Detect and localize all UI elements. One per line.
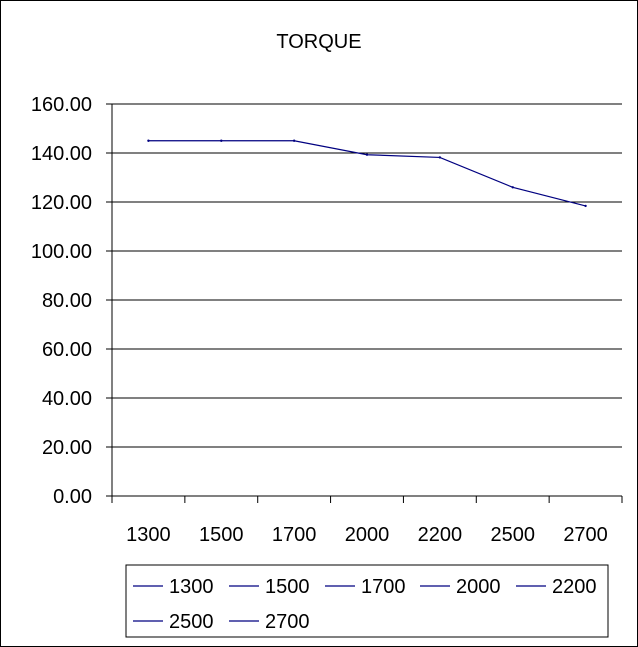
x-tick-label: 2000 [345, 524, 390, 546]
series-line [148, 140, 586, 207]
data-point [147, 139, 150, 142]
x-tick-label: 2700 [563, 524, 608, 546]
data-point [292, 139, 296, 142]
x-axis-ticks: 1300 1500 1700 2000 2200 2500 2700 [111, 496, 623, 546]
gridlines [112, 103, 622, 448]
data-point [365, 153, 369, 156]
x-tick-label: 1300 [126, 524, 171, 546]
legend-box [125, 564, 609, 638]
legend-label: 2700 [265, 611, 310, 633]
y-tick-label: 80.00 [42, 290, 92, 312]
data-point [438, 156, 442, 159]
x-tick-label: 1700 [272, 524, 317, 546]
data-point [511, 186, 514, 189]
chart-title: TORQUE [276, 31, 361, 53]
legend-label: 2500 [169, 611, 214, 633]
y-tick-label: 0.00 [53, 486, 92, 508]
series-torque [147, 139, 587, 208]
x-tick-label: 2500 [490, 524, 535, 546]
y-tick-label: 60.00 [42, 339, 92, 361]
y-tick-label: 140.00 [31, 143, 92, 165]
y-tick-label: 160.00 [31, 94, 92, 116]
legend-label: 1500 [265, 576, 310, 598]
legend: 1300 1500 1700 2000 2200 2500 2700 [125, 564, 609, 638]
y-tick-label: 120.00 [31, 192, 92, 214]
legend-label: 2000 [456, 576, 501, 598]
legend-label: 1700 [361, 576, 406, 598]
y-axis-ticks: 0.00 20.00 40.00 60.00 80.00 100.00 120.00 140.… [31, 94, 112, 508]
y-tick-label: 40.00 [42, 388, 92, 410]
y-tick-label: 100.00 [31, 241, 92, 263]
legend-label: 1300 [169, 576, 214, 598]
x-tick-label: 2200 [418, 524, 463, 546]
data-point [220, 139, 223, 142]
data-point [584, 204, 587, 208]
x-tick-label: 1500 [199, 524, 244, 546]
legend-label: 2200 [552, 576, 597, 598]
y-tick-label: 20.00 [42, 437, 92, 459]
